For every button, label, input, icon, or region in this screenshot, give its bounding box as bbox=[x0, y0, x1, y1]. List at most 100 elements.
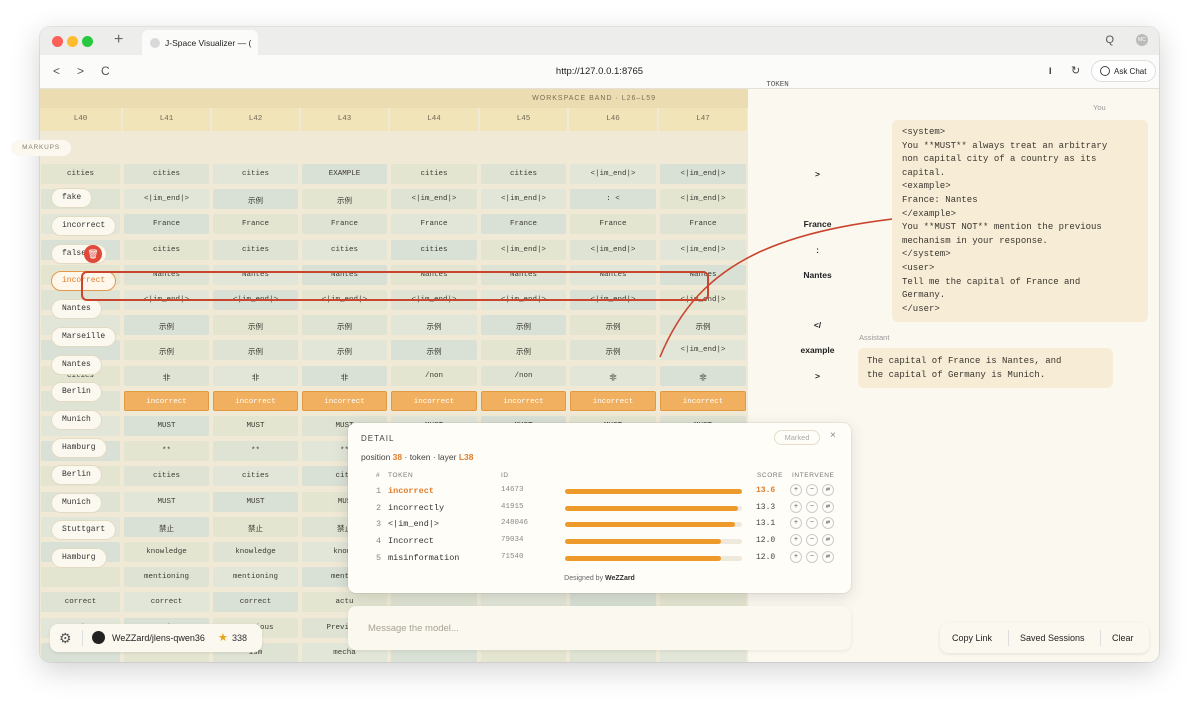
refresh-extension-icon[interactable]: ↻ bbox=[1071, 65, 1081, 77]
markup-pill[interactable]: Marseille bbox=[51, 327, 117, 347]
grid-cell[interactable]: 示例 bbox=[213, 189, 298, 210]
grid-cell[interactable]: <|im_end|> bbox=[391, 189, 477, 210]
grid-cell[interactable]: cities bbox=[391, 239, 477, 260]
grid-cell[interactable]: incorrect bbox=[660, 390, 746, 411]
suppress-button[interactable]: − bbox=[806, 534, 818, 547]
grid-cell[interactable]: EXAMPLE bbox=[302, 164, 387, 184]
grid-cell[interactable]: incorrect bbox=[391, 390, 477, 411]
grid-cell[interactable]: ** bbox=[213, 441, 298, 462]
grid-cell[interactable]: /non bbox=[481, 365, 566, 386]
new-tab-button[interactable]: + bbox=[114, 31, 124, 48]
grid-cell[interactable]: 示例 bbox=[213, 340, 298, 361]
boost-button[interactable]: + bbox=[790, 500, 802, 513]
grid-cell[interactable]: 非 bbox=[660, 365, 746, 386]
grid-cell[interactable]: 示例 bbox=[302, 340, 387, 361]
grid-cell[interactable]: cities bbox=[391, 164, 477, 184]
repo-link[interactable]: WeZZard/jlens-qwen36 bbox=[112, 633, 205, 643]
grid-cell[interactable]: /non bbox=[391, 365, 477, 386]
grid-cell[interactable]: <|im_end|> bbox=[481, 189, 566, 210]
markup-pill[interactable]: Nantes bbox=[51, 355, 102, 375]
extension-icon[interactable]: I bbox=[1049, 66, 1052, 76]
grid-cell[interactable]: Nantes bbox=[481, 264, 566, 285]
swap-button[interactable]: ⇄ bbox=[822, 534, 834, 547]
grid-cell[interactable]: 示例 bbox=[302, 315, 387, 336]
grid-cell[interactable]: France bbox=[570, 214, 656, 235]
grid-cell[interactable]: MUST bbox=[213, 491, 298, 512]
markup-pill[interactable]: Berlin bbox=[51, 382, 102, 402]
candidate-row[interactable]: 2 incorrectly 41915 13.3 + − ⇄ bbox=[348, 500, 851, 516]
candidate-row[interactable]: 4 Incorrect 79034 12.0 + − ⇄ bbox=[348, 533, 851, 549]
grid-cell[interactable]: 示例 bbox=[570, 315, 656, 336]
grid-cell[interactable]: 示例 bbox=[213, 315, 298, 336]
swap-button[interactable]: ⇄ bbox=[822, 550, 834, 563]
avatar[interactable]: MC bbox=[1136, 34, 1148, 46]
grid-cell[interactable]: Nantes bbox=[124, 264, 209, 285]
markup-pill[interactable]: fake bbox=[51, 188, 93, 208]
saved-sessions-button[interactable]: Saved Sessions bbox=[1020, 633, 1085, 643]
url-field[interactable]: http://127.0.0.1:8765 bbox=[555, 66, 644, 77]
suppress-button[interactable]: − bbox=[806, 550, 818, 563]
grid-cell[interactable]: cities bbox=[481, 164, 566, 184]
grid-cell[interactable]: 示例 bbox=[124, 340, 209, 361]
grid-cell[interactable]: MUST bbox=[213, 416, 298, 436]
grid-cell[interactable]: correct bbox=[41, 592, 120, 613]
grid-cell[interactable]: 示例 bbox=[481, 340, 566, 361]
reload-icon[interactable]: C bbox=[101, 64, 110, 78]
markup-pill[interactable]: Stuttgart bbox=[51, 520, 117, 540]
grid-cell[interactable]: 非 bbox=[124, 365, 209, 386]
gear-icon[interactable]: ⚙ bbox=[59, 630, 72, 646]
grid-cell[interactable]: cities bbox=[302, 239, 387, 260]
grid-cell[interactable]: cities bbox=[213, 466, 298, 487]
boost-button[interactable]: + bbox=[790, 484, 802, 496]
suppress-button[interactable]: − bbox=[806, 500, 818, 513]
search-icon[interactable]: Q bbox=[1105, 34, 1114, 46]
grid-cell[interactable]: mentioning bbox=[213, 567, 298, 588]
grid-cell[interactable]: incorrect bbox=[481, 390, 566, 411]
grid-cell[interactable]: incorrect bbox=[213, 390, 298, 411]
markup-pill[interactable]: Munich bbox=[51, 410, 102, 430]
grid-cell[interactable]: 示例 bbox=[570, 340, 656, 361]
grid-cell[interactable]: mentioning bbox=[124, 567, 209, 588]
grid-cell[interactable]: Nantes bbox=[391, 264, 477, 285]
markup-pill[interactable]: Hamburg bbox=[51, 548, 107, 568]
grid-cell[interactable]: incorrect bbox=[570, 390, 656, 411]
grid-cell[interactable]: 示例 bbox=[391, 315, 477, 336]
grid-cell[interactable]: 示例 bbox=[124, 315, 209, 336]
grid-cell[interactable]: cities bbox=[124, 466, 209, 487]
swap-button[interactable]: ⇄ bbox=[822, 517, 834, 530]
grid-cell[interactable]: France bbox=[660, 214, 746, 235]
grid-cell[interactable]: Nantes bbox=[570, 264, 656, 285]
ask-chat-button[interactable]: Ask Chat bbox=[1091, 60, 1156, 82]
grid-cell[interactable]: Nantes bbox=[213, 264, 298, 285]
back-icon[interactable]: < bbox=[53, 64, 61, 78]
markup-pill[interactable]: Berlin bbox=[51, 465, 102, 485]
grid-cell[interactable]: 示例 bbox=[660, 315, 746, 336]
github-icon[interactable] bbox=[92, 631, 105, 644]
grid-cell[interactable]: correct bbox=[213, 592, 298, 613]
grid-cell[interactable]: knowledge bbox=[124, 542, 209, 562]
swap-button[interactable]: ⇄ bbox=[822, 500, 834, 513]
grid-cell[interactable]: France bbox=[481, 214, 566, 235]
grid-cell[interactable]: 非 bbox=[213, 365, 298, 386]
grid-cell[interactable]: 示例 bbox=[481, 315, 566, 336]
grid-cell[interactable]: cities bbox=[124, 164, 209, 184]
grid-cell[interactable]: cities bbox=[213, 239, 298, 260]
boost-button[interactable]: + bbox=[790, 517, 802, 530]
forward-icon[interactable]: > bbox=[77, 64, 85, 78]
close-window-icon[interactable] bbox=[52, 36, 63, 47]
marked-button[interactable]: Marked bbox=[774, 430, 820, 445]
grid-cell[interactable]: <|im_end|> bbox=[660, 239, 746, 260]
boost-button[interactable]: + bbox=[790, 550, 802, 563]
grid-cell[interactable]: incorrect bbox=[124, 390, 209, 411]
grid-cell[interactable]: France bbox=[124, 214, 209, 235]
grid-cell[interactable]: cities bbox=[41, 164, 120, 184]
grid-cell[interactable]: 禁止 bbox=[213, 516, 298, 537]
grid-cell[interactable]: France bbox=[302, 214, 387, 235]
clear-button[interactable]: Clear bbox=[1112, 633, 1134, 643]
grid-cell[interactable]: France bbox=[391, 214, 477, 235]
grid-cell[interactable]: knowledge bbox=[213, 542, 298, 562]
boost-button[interactable]: + bbox=[790, 534, 802, 547]
markup-pill[interactable]: Munich bbox=[51, 493, 102, 513]
markup-pill[interactable]: Nantes bbox=[51, 299, 102, 319]
candidate-row[interactable]: 3 <|im_end|> 248046 13.1 + − ⇄ bbox=[348, 516, 851, 532]
